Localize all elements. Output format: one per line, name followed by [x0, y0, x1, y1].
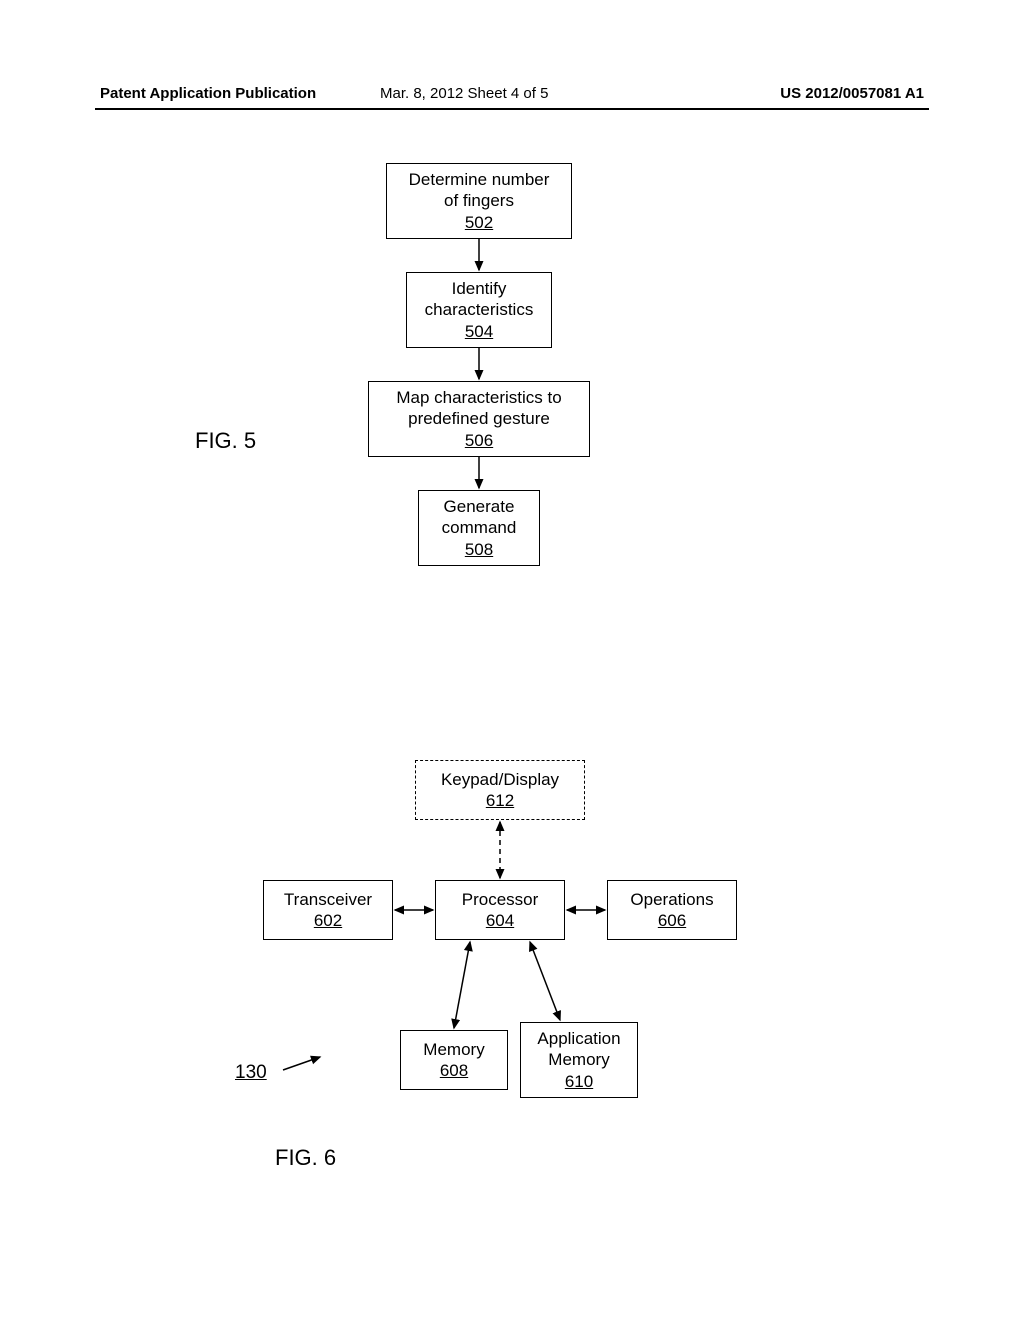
fig5-box-502: Determine number of fingers 502: [386, 163, 572, 239]
fig6-box-604-line1: Processor: [462, 889, 539, 910]
page: Patent Application Publication Mar. 8, 2…: [0, 0, 1024, 1320]
fig6-box-604: Processor 604: [435, 880, 565, 940]
fig5-box-508: Generate command 508: [418, 490, 540, 566]
fig5-box-508-ref: 508: [465, 539, 493, 560]
fig5-box-504-line2: characteristics: [425, 299, 534, 320]
fig6-box-602-ref: 602: [314, 910, 342, 931]
header-center: Mar. 8, 2012 Sheet 4 of 5: [380, 85, 548, 102]
fig6-box-608-line1: Memory: [423, 1039, 484, 1060]
fig6-box-610-line1: Application: [537, 1028, 620, 1049]
fig6-box-608: Memory 608: [400, 1030, 508, 1090]
fig6-box-610-ref: 610: [565, 1071, 593, 1092]
fig6-box-606-line1: Operations: [630, 889, 713, 910]
fig6-box-612-line1: Keypad/Display: [441, 769, 559, 790]
fig6-box-608-ref: 608: [440, 1060, 468, 1081]
fig5-box-502-line2: of fingers: [444, 190, 514, 211]
fig5-box-504: Identify characteristics 504: [406, 272, 552, 348]
fig6-box-602-line1: Transceiver: [284, 889, 372, 910]
fig5-box-504-ref: 504: [465, 321, 493, 342]
header-right: US 2012/0057081 A1: [780, 85, 924, 102]
fig5-box-502-ref: 502: [465, 212, 493, 233]
page-header: Patent Application Publication Mar. 8, 2…: [100, 85, 924, 115]
fig6-box-606: Operations 606: [607, 880, 737, 940]
fig5-box-506-ref: 506: [465, 430, 493, 451]
fig6-box-612-ref: 612: [486, 790, 514, 811]
fig5-box-502-line1: Determine number: [409, 169, 550, 190]
fig5-box-508-line1: Generate: [444, 496, 515, 517]
fig6-label: FIG. 6: [275, 1145, 336, 1171]
fig5-box-506-line1: Map characteristics to: [396, 387, 561, 408]
fig5-box-506: Map characteristics to predefined gestur…: [368, 381, 590, 457]
fig6-ref-130: 130: [235, 1062, 267, 1084]
fig5-box-508-line2: command: [442, 517, 517, 538]
fig5-box-504-line1: Identify: [452, 278, 507, 299]
fig6-box-606-ref: 606: [658, 910, 686, 931]
header-left: Patent Application Publication: [100, 85, 316, 102]
fig6-box-602: Transceiver 602: [263, 880, 393, 940]
fig6-box-610: Application Memory 610: [520, 1022, 638, 1098]
fig6-box-612: Keypad/Display 612: [415, 760, 585, 820]
fig6-box-604-ref: 604: [486, 910, 514, 931]
fig5-label: FIG. 5: [195, 428, 256, 454]
fig6-box-610-line2: Memory: [548, 1049, 609, 1070]
header-rule: [95, 108, 929, 110]
fig5-box-506-line2: predefined gesture: [408, 408, 550, 429]
